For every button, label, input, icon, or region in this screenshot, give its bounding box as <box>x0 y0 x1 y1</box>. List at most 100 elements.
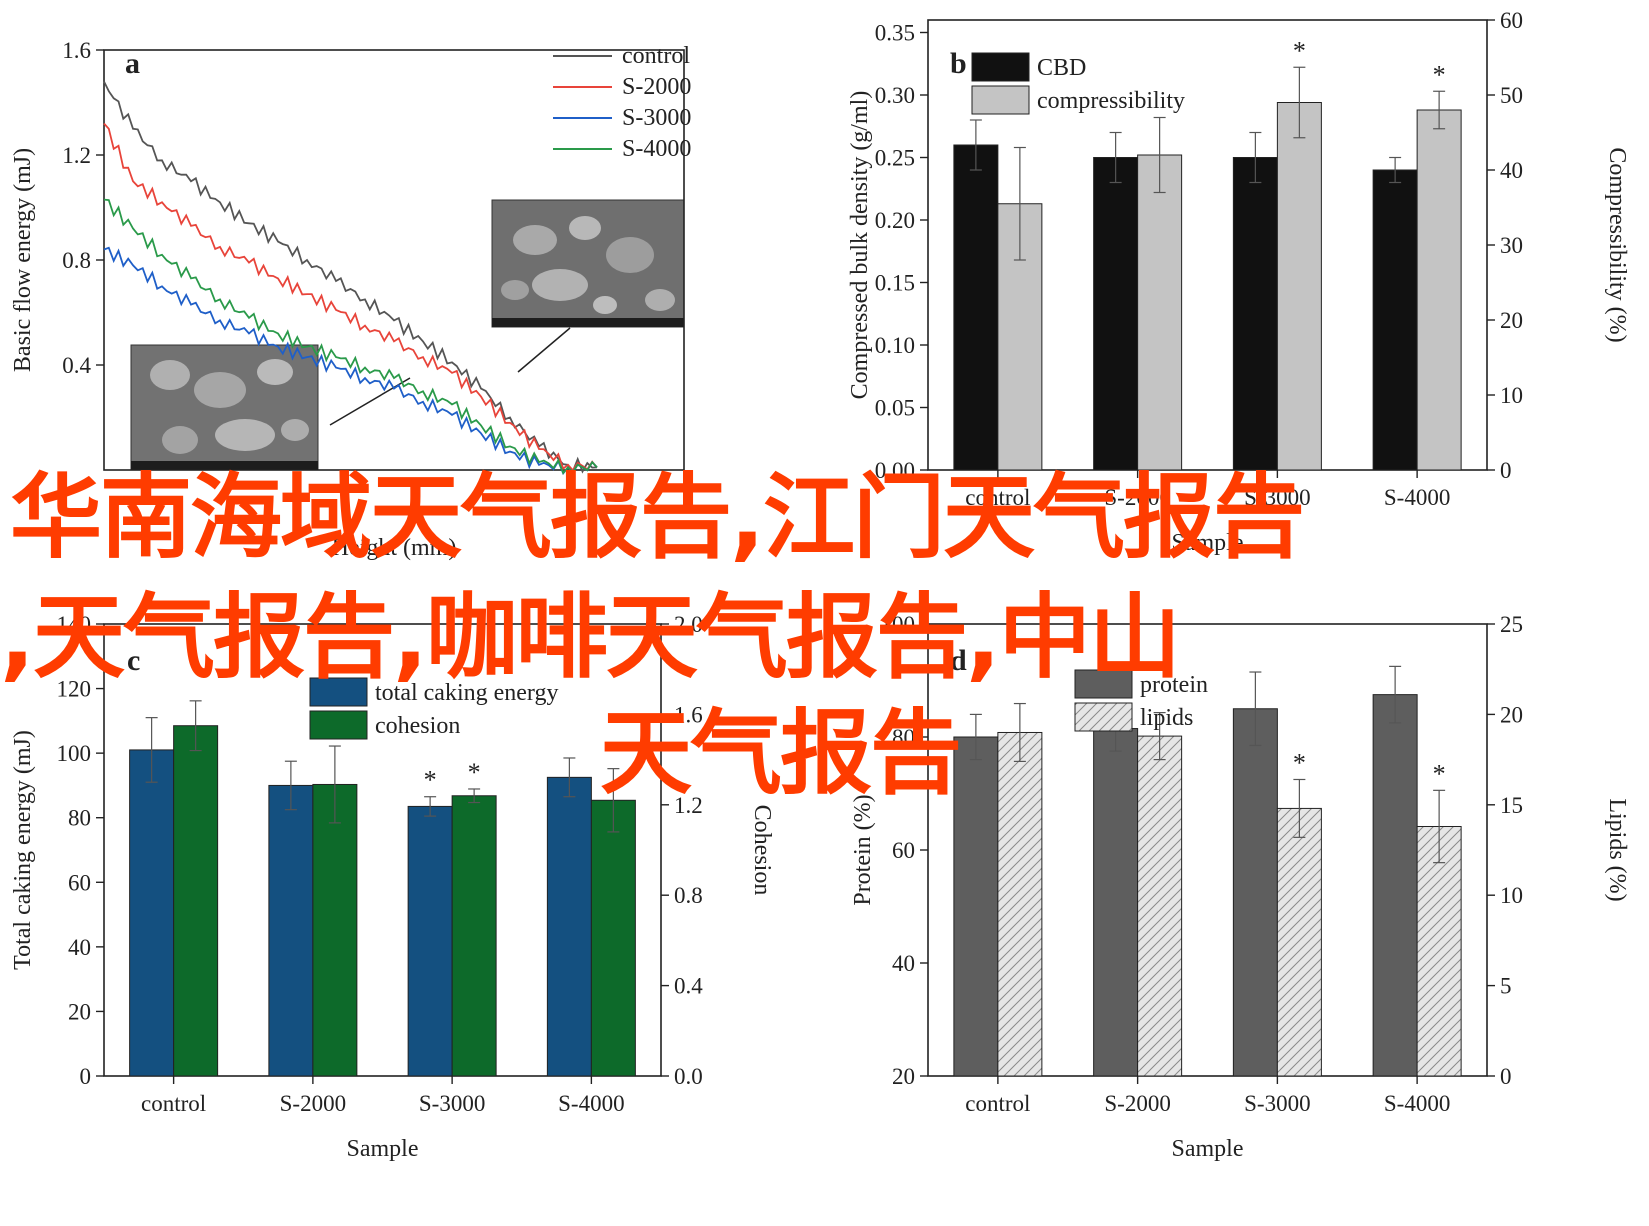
x-tick-label-c: S-3000 <box>419 1091 485 1116</box>
x-tick-label-d: control <box>965 1091 1030 1116</box>
y2-tick-label-b: 30 <box>1500 233 1523 258</box>
y-tick-label-b: 0.10 <box>875 333 915 358</box>
x-tick-label-c: control <box>141 1091 206 1116</box>
y2-tick-label-d: 15 <box>1500 793 1523 818</box>
y2-tick-label-c: 1.6 <box>674 702 703 727</box>
bar-protein-S-4000 <box>1372 694 1418 1077</box>
y2-tick-label-b: 20 <box>1500 308 1523 333</box>
plot-frame-c <box>103 623 662 1077</box>
significance-marker: * <box>468 758 481 787</box>
y-tick-label-a: 1.6 <box>62 38 91 63</box>
legend-label-total caking energy: total caking energy <box>375 680 559 706</box>
bar-cohesion-S-2000 <box>312 783 358 1077</box>
bar-total caking energy-control <box>129 749 175 1077</box>
significance-marker: * <box>1293 36 1306 65</box>
x-tick-label-c: S-4000 <box>558 1091 624 1116</box>
bar-cohesion-control <box>173 725 219 1077</box>
y-axis-label-a: Basic flow energy (mJ) <box>10 148 36 372</box>
bar-CBD-control <box>953 144 999 471</box>
bar-protein-control <box>953 736 999 1077</box>
x-tick-label-b: S-4000 <box>1384 485 1450 510</box>
y-tick-label-d: 60 <box>892 838 915 863</box>
sem-micrograph-inset <box>491 199 685 328</box>
y-tick-label-c: 60 <box>68 870 91 895</box>
series-line-S-2000 <box>103 122 598 472</box>
y-tick-label-b: 0.35 <box>875 21 915 46</box>
x-tick-label-d: S-2000 <box>1104 1091 1170 1116</box>
bar-compressibility-S-3000 <box>1276 102 1322 471</box>
significance-marker: * <box>1433 759 1446 788</box>
y-axis-label-c: Total caking energy (mJ) <box>10 730 36 970</box>
legend-swatch-total caking energy <box>309 677 368 707</box>
bar-total caking energy-S-4000 <box>546 776 592 1077</box>
panel-letter-a: a <box>125 47 140 80</box>
x-axis-label-a: Height (mm) <box>332 535 457 561</box>
legend-swatch-CBD <box>971 52 1030 82</box>
y-tick-label-d: 40 <box>892 951 915 976</box>
panel-letter-d: d <box>950 644 967 677</box>
legend-label-S-3000: S-3000 <box>622 105 691 131</box>
y-axis-label-b: Compressed bulk density (g/ml) <box>847 91 873 400</box>
y-tick-label-a: 1.2 <box>62 143 91 168</box>
y2-axis-label-d: Lipids (%) <box>1604 798 1630 901</box>
y-tick-label-b: 0.25 <box>875 146 915 171</box>
y2-tick-label-b: 0 <box>1500 458 1512 483</box>
bar-CBD-S-3000 <box>1232 157 1278 471</box>
bar-compressibility-S-2000 <box>1137 154 1183 471</box>
bar-cohesion-S-3000 <box>451 795 497 1077</box>
y2-tick-label-d: 5 <box>1500 974 1512 999</box>
series-line-S-3000 <box>103 246 598 476</box>
bar-compressibility-S-4000 <box>1416 109 1462 471</box>
y-tick-label-d: 100 <box>881 612 916 637</box>
legend-label-CBD: CBD <box>1037 55 1086 81</box>
y2-tick-label-b: 50 <box>1500 83 1523 108</box>
bar-protein-S-3000 <box>1232 708 1278 1077</box>
legend-label-cohesion: cohesion <box>375 713 460 739</box>
y2-tick-label-c: 1.2 <box>674 793 703 818</box>
y2-tick-label-b: 40 <box>1500 158 1523 183</box>
x-tick-label-d: S-4000 <box>1384 1091 1450 1116</box>
x-axis-label-d: Sample <box>1172 1136 1244 1162</box>
legend-label-S-4000: S-4000 <box>622 136 691 162</box>
legend-label-control: control <box>622 43 690 69</box>
x-tick-label-b: S-2000 <box>1104 485 1170 510</box>
legend-label-compressibility: compressibility <box>1037 88 1185 114</box>
y-tick-label-a: 0.4 <box>62 353 91 378</box>
series-line-S-4000 <box>103 198 598 475</box>
legend-label-protein: protein <box>1140 672 1208 698</box>
y2-axis-label-c: Cohesion <box>749 805 775 896</box>
y2-tick-label-d: 25 <box>1500 612 1523 637</box>
y2-tick-label-d: 0 <box>1500 1064 1512 1089</box>
y-tick-label-d: 20 <box>892 1064 915 1089</box>
bar-lipids-control <box>997 731 1043 1077</box>
y2-axis-label-b: Compressibility (%) <box>1604 147 1630 342</box>
bar-protein-S-2000 <box>1093 728 1139 1077</box>
x-tick-label-d: S-3000 <box>1244 1091 1310 1116</box>
legend-swatch-cohesion <box>309 710 368 740</box>
y2-tick-label-c: 0.8 <box>674 883 703 908</box>
legend-swatch-compressibility <box>971 85 1030 115</box>
panel-letter-b: b <box>950 47 967 80</box>
y-tick-label-c: 20 <box>68 999 91 1024</box>
y-tick-label-a: 0.8 <box>62 248 91 273</box>
y2-tick-label-b: 60 <box>1500 8 1523 33</box>
y2-tick-label-b: 10 <box>1500 383 1523 408</box>
bar-CBD-S-4000 <box>1372 169 1418 471</box>
y-tick-label-c: 0 <box>80 1064 92 1089</box>
y-tick-label-c: 80 <box>68 806 91 831</box>
bar-lipids-S-3000 <box>1276 807 1322 1077</box>
legend-label-lipids: lipids <box>1140 705 1193 731</box>
y-tick-label-b: 0.30 <box>875 83 915 108</box>
inset-pointer-arrow <box>517 327 571 373</box>
y2-tick-label-c: 2.0 <box>674 612 703 637</box>
sem-micrograph-inset <box>130 344 319 471</box>
significance-marker: * <box>1433 60 1446 89</box>
y-tick-label-b: 0.05 <box>875 396 915 421</box>
x-tick-label-b: S-3000 <box>1244 485 1310 510</box>
bar-total caking energy-S-3000 <box>407 805 453 1077</box>
y-tick-label-b: 0.20 <box>875 208 915 233</box>
y2-tick-label-d: 10 <box>1500 883 1523 908</box>
bar-cohesion-S-4000 <box>590 799 636 1077</box>
y-tick-label-c: 120 <box>57 677 92 702</box>
